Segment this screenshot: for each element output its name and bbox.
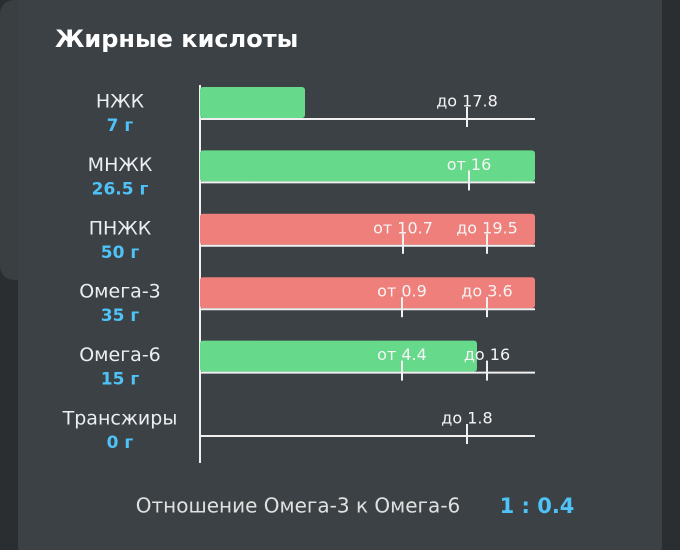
ratio-value: 1 : 0.4 <box>500 494 575 518</box>
row-name: Омега-6 <box>79 344 161 366</box>
row-amount: 15 г <box>101 370 140 390</box>
bar <box>200 277 535 309</box>
bar <box>200 213 535 245</box>
ratio-label: Отношение Омега-3 к Омега-6 <box>136 494 461 518</box>
bar <box>200 87 305 118</box>
row-amount: 50 г <box>101 243 140 263</box>
rows: НЖК 7 г до 17.8 МНЖК 26.5 г от 16 ПНЖК 50 г от 1… <box>62 87 535 453</box>
marker-label: до 1.8 <box>441 409 492 428</box>
marker-label: до 3.6 <box>461 282 512 301</box>
title: Жирные кислоты <box>55 25 298 53</box>
marker-label: до 19.5 <box>456 218 518 237</box>
row-amount: 26.5 г <box>92 179 149 199</box>
marker-label: до 17.8 <box>436 92 498 111</box>
row-name: Трансжиры <box>62 408 178 430</box>
row-amount: 35 г <box>101 306 140 326</box>
row-name: Омега-3 <box>79 281 161 303</box>
bar <box>200 150 535 182</box>
bar <box>200 340 477 372</box>
marker-label: от 0.9 <box>377 282 427 301</box>
marker-label: от 10.7 <box>373 218 433 237</box>
marker-label: от 4.4 <box>377 345 427 364</box>
row-name: ПНЖК <box>89 217 152 239</box>
card <box>18 0 662 550</box>
row-name: НЖК <box>96 91 145 113</box>
marker-label: от 16 <box>447 155 492 174</box>
row-amount: 7 г <box>107 116 134 136</box>
row-name: МНЖК <box>88 154 153 176</box>
row-amount: 0 г <box>107 433 134 453</box>
marker-label: до 16 <box>464 345 510 364</box>
